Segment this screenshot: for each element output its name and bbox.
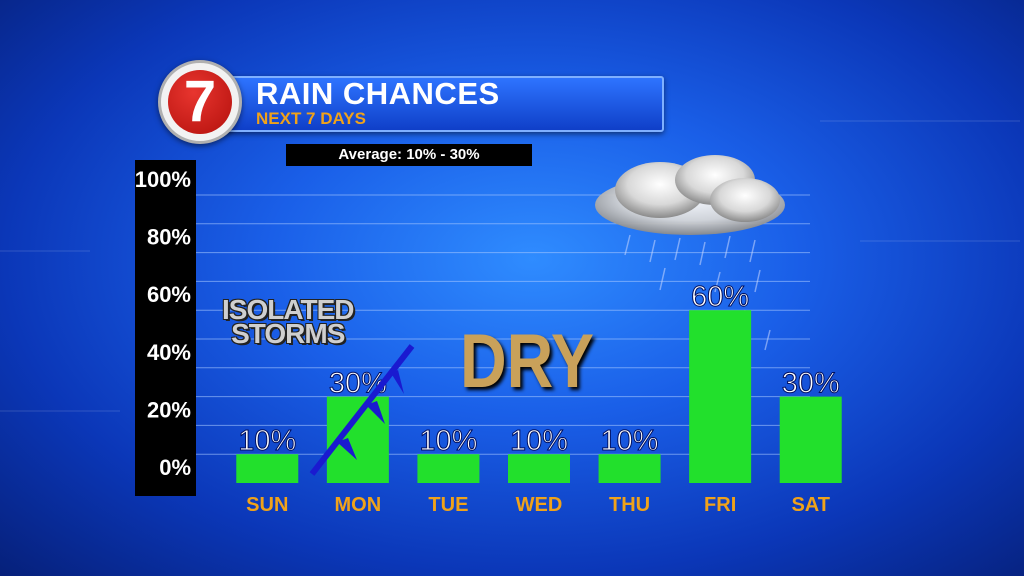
- x-tick-label: MON: [335, 494, 382, 516]
- average-text: Average: 10% - 30%: [338, 146, 480, 163]
- y-tick-label: 0%: [159, 455, 191, 480]
- background-streak: [860, 240, 1020, 242]
- isolated-text: ISOLATED: [222, 294, 354, 325]
- x-tick-label: TUE: [428, 494, 468, 516]
- average-banner: [286, 144, 532, 166]
- data-label: 10%: [601, 425, 659, 457]
- y-tick-label: 20%: [147, 397, 191, 422]
- y-tick-label: 60%: [147, 282, 191, 307]
- data-label: 60%: [691, 281, 749, 313]
- chart-subtitle: NEXT 7 DAYS: [256, 109, 366, 128]
- bar-fri: [689, 310, 752, 483]
- title-banner: [205, 76, 664, 132]
- x-tick-label: SUN: [246, 494, 288, 516]
- y-tick-label: 100%: [135, 167, 191, 192]
- station-logo: 7: [158, 60, 242, 144]
- y-axis-panel: [135, 160, 196, 496]
- bar-tue: [417, 454, 480, 483]
- background-streak: [0, 250, 90, 252]
- data-label: 30%: [329, 368, 387, 400]
- isolated-storms-annotation: ISOLATED STORMS: [222, 294, 354, 349]
- logo-number: 7: [183, 69, 217, 134]
- storms-text: STORMS: [231, 318, 345, 349]
- logo-circle: 7: [168, 70, 232, 134]
- chart-title: RAIN CHANCES: [256, 76, 500, 111]
- bar-sun: [236, 454, 299, 483]
- x-tick-label: SAT: [791, 494, 830, 516]
- background-streak: [0, 410, 120, 412]
- y-tick-label: 80%: [147, 225, 191, 250]
- x-tick-label: FRI: [704, 494, 736, 516]
- bar-wed: [508, 454, 570, 483]
- y-tick-label: 40%: [147, 340, 191, 365]
- bar-thu: [598, 454, 661, 483]
- data-label: 10%: [238, 425, 296, 457]
- data-label: 30%: [782, 368, 840, 400]
- data-label: 10%: [419, 425, 477, 457]
- bar-sat: [779, 396, 842, 483]
- dry-annotation: DRY: [460, 319, 594, 404]
- cold-front-icon: [309, 344, 415, 476]
- rain-cloud-icon: [595, 155, 785, 351]
- x-tick-label: WED: [516, 494, 563, 516]
- background-streak: [820, 120, 1020, 122]
- data-label: 10%: [510, 425, 568, 457]
- x-tick-label: THU: [609, 494, 650, 516]
